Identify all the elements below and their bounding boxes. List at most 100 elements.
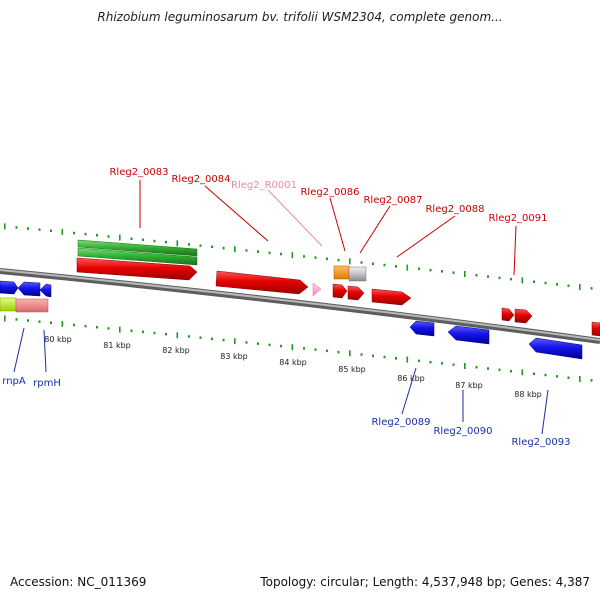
label-rleg2-0086[interactable]: Rleg2_0086 <box>300 187 359 198</box>
label-rleg2-0091[interactable]: Rleg2_0091 <box>488 213 547 224</box>
gc-tick <box>73 231 75 235</box>
gc-tick <box>360 261 363 264</box>
cds-rnpA-rev[interactable] <box>17 281 41 297</box>
cds-rleg2-0086[interactable] <box>332 283 348 299</box>
gc-tick <box>349 350 351 357</box>
gc-tick <box>395 357 397 360</box>
genome-backbone <box>0 268 600 344</box>
gc-tick <box>360 353 363 356</box>
label-rleg2-r0001[interactable]: Rleg2_R0001 <box>231 180 297 191</box>
rna-feature-track <box>0 297 49 313</box>
gc-content-ticks <box>4 223 593 290</box>
cds-rleg2-0089[interactable] <box>409 320 435 337</box>
cds-rleg2-0093[interactable] <box>528 337 583 360</box>
cds-rleg2-0091[interactable] <box>514 308 533 324</box>
gc-tick <box>153 239 156 243</box>
gc-tick <box>245 341 248 344</box>
label-rleg2-0084[interactable]: Rleg2_0084 <box>171 174 230 185</box>
label-rleg2-0083[interactable]: Rleg2_0083 <box>109 167 168 178</box>
gc-tick <box>314 348 317 351</box>
cds-rleg2-0091a[interactable] <box>501 307 515 322</box>
gc-tick <box>188 335 190 338</box>
genome-stats: Topology: circular; Length: 4,537,948 bp… <box>260 575 590 589</box>
gc-tick <box>15 318 18 321</box>
gc-tick <box>452 363 455 366</box>
label-rleg2-0090[interactable]: Rleg2_0090 <box>433 426 492 437</box>
cds-rpmH-rev[interactable] <box>39 283 52 298</box>
label-rleg2-0089[interactable]: Rleg2_0089 <box>371 417 430 428</box>
cds-rleg2-0084[interactable] <box>215 270 309 295</box>
length-value: 4,537,948 bp <box>421 575 502 589</box>
scale-82kbp: 82 kbp <box>162 346 190 355</box>
gc-tick <box>533 372 535 375</box>
label-rleg2-0093[interactable]: Rleg2_0093 <box>511 437 570 448</box>
accession-info: Accession: NC_011369 <box>10 575 146 589</box>
gc-tick <box>107 327 110 330</box>
scale-88kbp: 88 kbp <box>514 390 542 399</box>
green-feature-track <box>77 239 198 266</box>
forward-cds-track <box>76 257 600 337</box>
gc-tick <box>245 249 248 252</box>
gc-tick <box>475 274 478 277</box>
gc-skew-ticks <box>4 315 593 382</box>
gc-tick <box>188 243 190 246</box>
gc-tick <box>326 349 328 353</box>
scale-85kbp: 85 kbp <box>338 365 366 374</box>
gc-tick <box>257 250 259 253</box>
gc-tick <box>107 235 110 238</box>
cds-rleg2-0083[interactable] <box>76 257 198 281</box>
label-rleg2-0087[interactable]: Rleg2_0087 <box>363 195 422 206</box>
gc-tick <box>61 320 64 327</box>
gc-tick <box>337 350 340 354</box>
map-title: Rhizobium leguminosarum bv. trifolii WSM… <box>97 10 503 24</box>
gc-tick <box>176 240 179 247</box>
gc-tick <box>567 376 570 379</box>
gc-tick <box>521 277 524 284</box>
gc-tick <box>314 256 317 259</box>
gc-tick <box>165 240 167 244</box>
gc-tick <box>349 258 351 265</box>
cds-left-edge[interactable] <box>0 280 19 295</box>
gc-tick <box>50 321 52 324</box>
gc-tick <box>372 262 374 266</box>
label-rleg2-0088[interactable]: Rleg2_0088 <box>425 204 484 215</box>
gc-tick <box>222 246 225 250</box>
gc-tick <box>475 366 478 369</box>
gc-tick <box>372 354 374 358</box>
cds-rleg2-0090[interactable] <box>447 325 490 345</box>
accession-value: NC_011369 <box>77 575 147 589</box>
topology-value: circular <box>320 575 365 589</box>
label-rpmH[interactable]: rpmH <box>33 378 61 389</box>
gc-tick <box>4 315 6 322</box>
gc-tick <box>234 338 236 345</box>
cds-rleg2-0088[interactable] <box>371 288 412 306</box>
gc-tick <box>383 263 386 267</box>
gc-tick <box>441 362 443 365</box>
gc-tick <box>15 226 18 229</box>
gc-tick <box>487 275 489 278</box>
cds-right-edge[interactable] <box>591 321 600 337</box>
gc-tick <box>119 234 121 241</box>
cds-rleg2-0086-gray[interactable] <box>348 266 367 282</box>
gc-tick <box>130 329 133 332</box>
cds-rleg2-0087[interactable] <box>347 285 365 301</box>
scale-87kbp: 87 kbp <box>455 381 483 390</box>
genes-label: Genes: <box>509 575 552 589</box>
forward-gene-labels: Rleg2_0083 Rleg2_0084 Rleg2_R0001 Rleg2_… <box>109 167 548 276</box>
scale-83kbp: 83 kbp <box>220 352 248 361</box>
gc-tick <box>579 284 581 290</box>
gc-tick <box>291 252 294 259</box>
label-rnpA[interactable]: rnpA <box>2 376 26 387</box>
scale-80kbp: 80 kbp <box>44 335 72 344</box>
gc-tick <box>326 257 328 261</box>
scale-81kbp: 81 kbp <box>103 341 131 350</box>
gc-tick <box>406 356 409 363</box>
topology-label: Topology: <box>260 575 317 589</box>
gc-tick <box>280 252 282 256</box>
gc-tick <box>199 244 202 247</box>
rna-rleg2-r0001[interactable] <box>312 282 322 297</box>
cds-rleg2-0086-orange[interactable] <box>333 265 350 280</box>
gc-tick <box>61 228 64 235</box>
gc-tick <box>441 270 443 273</box>
